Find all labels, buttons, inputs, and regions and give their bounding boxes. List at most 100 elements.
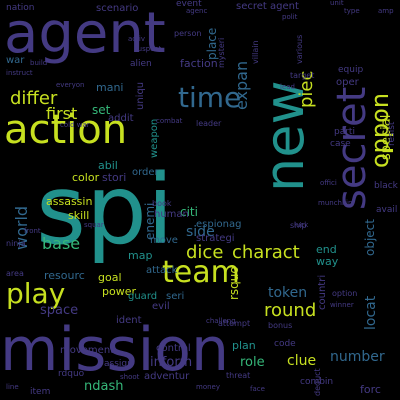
word: amp — [378, 7, 394, 15]
word: activ — [128, 35, 145, 43]
word: case — [330, 139, 351, 149]
word: side — [186, 224, 215, 240]
word: face — [250, 385, 265, 393]
word: lead — [280, 83, 295, 91]
word: shoot — [120, 373, 140, 381]
word: front — [24, 227, 41, 235]
word: skill — [68, 209, 90, 222]
word: abil — [98, 159, 118, 172]
word: book — [152, 199, 172, 208]
word: avail — [376, 205, 398, 215]
word: addit — [108, 113, 134, 124]
word: everyon — [56, 81, 85, 89]
word: war — [6, 55, 25, 66]
word: uniqu — [135, 81, 146, 110]
word: ident — [116, 315, 142, 326]
word: color — [72, 171, 100, 184]
word: attack — [146, 265, 178, 276]
word: luck — [294, 221, 309, 229]
word: munchkin — [318, 199, 353, 207]
word: leader — [196, 119, 222, 128]
word: expan — [232, 60, 251, 110]
word: mission — [0, 315, 230, 385]
word: winner — [330, 301, 354, 309]
word: base — [42, 234, 81, 253]
word: deduct — [313, 368, 322, 396]
word: token — [268, 285, 308, 301]
word: build — [30, 59, 48, 67]
word: ninja — [6, 239, 26, 248]
word: various — [295, 34, 304, 64]
word: power — [102, 285, 136, 298]
word: forc — [360, 383, 381, 396]
word: type — [344, 7, 360, 15]
word: map — [128, 249, 153, 262]
word: cold war — [60, 121, 90, 129]
word: spi — [36, 154, 174, 266]
word: rsquo — [227, 266, 241, 300]
word: role — [240, 355, 265, 370]
word: unit — [330, 0, 344, 7]
word: adventur — [144, 371, 190, 382]
word: faction — [180, 57, 218, 70]
word: scenario — [96, 3, 139, 14]
word: combin — [300, 377, 334, 387]
word: ndash — [84, 379, 124, 394]
word: instruct — [6, 69, 33, 77]
word: round — [264, 300, 317, 321]
word: agent — [4, 1, 166, 66]
word: seri — [166, 291, 185, 302]
word: resist — [387, 121, 397, 146]
word: nation — [6, 3, 35, 13]
word: assign — [104, 359, 133, 369]
word: first — [46, 104, 78, 123]
word: black — [374, 181, 398, 191]
word: assassin — [46, 195, 93, 208]
word: resourc — [44, 269, 85, 282]
word: secret agent — [236, 1, 299, 12]
word: stori — [102, 171, 127, 184]
word: clue — [287, 353, 317, 369]
word: differ — [10, 88, 58, 109]
word: evil — [152, 301, 170, 312]
word: move — [150, 235, 178, 246]
word: suspect — [134, 45, 162, 53]
word: charact — [232, 242, 300, 263]
word: challeng — [206, 317, 236, 325]
word: attempt — [218, 319, 251, 328]
word: event — [176, 0, 202, 9]
word: order — [132, 167, 159, 178]
word: item — [30, 387, 51, 397]
word: dice — [186, 242, 224, 263]
word: play — [6, 277, 66, 310]
word: mani — [96, 81, 124, 94]
word: villain — [251, 40, 260, 64]
word: espionag — [196, 219, 242, 230]
word: citi — [180, 205, 198, 219]
word: set — [92, 103, 111, 117]
word: equip — [338, 65, 364, 75]
word: human — [154, 209, 189, 220]
word: polit — [282, 13, 298, 21]
word: person — [174, 29, 202, 38]
word: number — [330, 349, 385, 365]
word: bonus — [268, 321, 293, 330]
word: countri — [317, 274, 328, 310]
word: rdquo — [58, 369, 85, 379]
word: object — [363, 219, 377, 256]
word: guard — [128, 291, 158, 302]
word: strategi — [196, 233, 235, 244]
word: way — [316, 255, 339, 268]
word: parti — [334, 127, 355, 137]
word: combat — [156, 117, 183, 125]
word: area — [6, 269, 24, 278]
word: oper — [336, 77, 359, 88]
word: space — [40, 303, 79, 318]
word: target — [290, 71, 315, 80]
word: alien — [130, 59, 152, 69]
word: ship — [290, 221, 307, 230]
word: locat — [363, 295, 379, 330]
word: squar — [84, 221, 104, 229]
word: line — [6, 383, 19, 391]
